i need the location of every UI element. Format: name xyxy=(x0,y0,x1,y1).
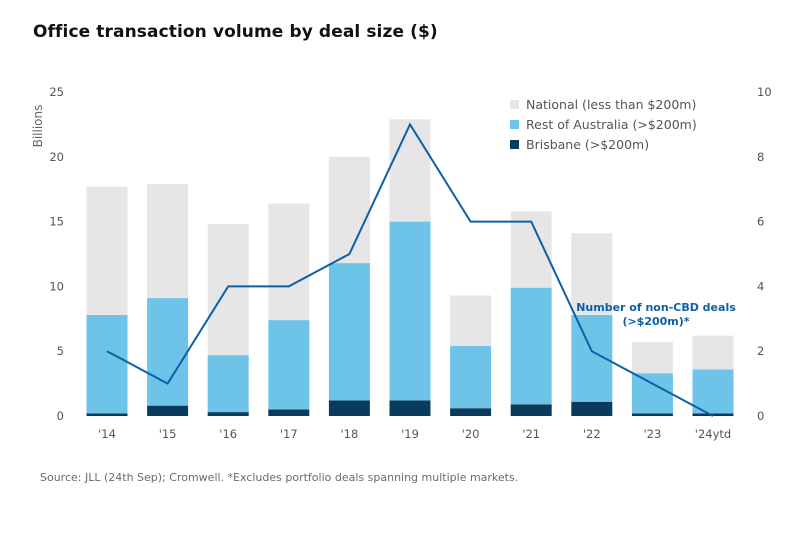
legend-swatch xyxy=(510,120,519,129)
y2-tick-label: 6 xyxy=(757,215,764,229)
bar-rest-of-australia xyxy=(450,346,492,409)
bar-brisbane xyxy=(147,405,189,416)
x-tick-label: '14 xyxy=(98,427,116,441)
source-note: Source: JLL (24th Sep); Cromwell. *Exclu… xyxy=(40,471,519,484)
x-tick-label: '15 xyxy=(159,427,177,441)
bar-rest-of-australia xyxy=(207,355,249,413)
bar-brisbane xyxy=(692,413,734,416)
legend-label: Brisbane (>$200m) xyxy=(526,137,649,152)
bar-national xyxy=(571,233,613,315)
line-non-cbd-deals xyxy=(106,122,714,417)
bar-national xyxy=(631,342,673,374)
x-tick-label: '17 xyxy=(280,427,298,441)
annotation-line-1: Number of non-CBD deals xyxy=(576,301,736,314)
x-tick-label: '22 xyxy=(583,427,601,441)
bar-national xyxy=(147,184,189,299)
y-axis-label: Billions xyxy=(31,105,45,148)
bar-national xyxy=(86,186,128,315)
bar-rest-of-australia xyxy=(268,320,310,410)
bar-national xyxy=(389,119,431,222)
annotation-line-2: (>$200m)* xyxy=(622,315,689,328)
bar-brisbane xyxy=(328,400,370,416)
bar-brisbane xyxy=(450,408,492,416)
x-tick-label: '23 xyxy=(644,427,662,441)
y2-tick-label: 0 xyxy=(757,409,764,423)
x-tick-label: '18 xyxy=(341,427,359,441)
bar-national xyxy=(207,224,249,356)
y-tick-label: 5 xyxy=(57,344,64,358)
legend-swatch xyxy=(510,100,519,109)
x-tick-label: '19 xyxy=(401,427,419,441)
x-tick-label: '20 xyxy=(462,427,480,441)
y2-tick-label: 4 xyxy=(757,279,764,293)
y2-tick-label: 2 xyxy=(757,344,764,358)
legend-label: National (less than $200m) xyxy=(526,97,696,112)
y2-tick-label: 10 xyxy=(757,85,772,99)
y2-tick-label: 8 xyxy=(757,150,764,164)
bar-brisbane xyxy=(268,409,310,416)
y-tick-label: 0 xyxy=(57,409,64,423)
bar-rest-of-australia xyxy=(692,369,734,414)
bar-rest-of-australia xyxy=(510,287,552,405)
bar-rest-of-australia xyxy=(328,263,370,401)
bar-brisbane xyxy=(510,404,552,416)
bar-brisbane xyxy=(86,413,128,416)
legend-label: Rest of Australia (>$200m) xyxy=(526,117,697,132)
bar-rest-of-australia xyxy=(86,314,128,414)
x-tick-label: '16 xyxy=(219,427,237,441)
chart-title: Office transaction volume by deal size (… xyxy=(33,22,438,42)
bar-rest-of-australia xyxy=(631,373,673,414)
bar-rest-of-australia xyxy=(389,221,431,401)
y-tick-label: 20 xyxy=(49,150,64,164)
bar-rest-of-australia xyxy=(147,298,189,406)
bar-national xyxy=(268,203,310,321)
bar-national xyxy=(692,335,734,370)
bar-brisbane xyxy=(389,400,431,416)
bar-brisbane xyxy=(631,413,673,416)
bar-brisbane xyxy=(571,401,613,416)
y-tick-label: 10 xyxy=(49,279,64,293)
legend-swatch xyxy=(510,140,519,149)
y-tick-label: 25 xyxy=(49,85,64,99)
x-tick-label: '24ytd xyxy=(695,427,731,441)
bar-national xyxy=(450,295,492,347)
y-tick-label: 15 xyxy=(49,215,64,229)
bar-national xyxy=(328,156,370,264)
bar-brisbane xyxy=(207,412,249,416)
x-tick-label: '21 xyxy=(522,427,540,441)
